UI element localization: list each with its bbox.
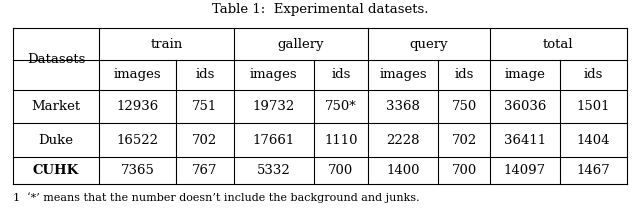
Text: 1400: 1400 — [387, 164, 420, 177]
Text: ids: ids — [195, 68, 214, 81]
Text: 1501: 1501 — [577, 100, 611, 113]
Text: 7365: 7365 — [121, 164, 154, 177]
Text: 750*: 750* — [325, 100, 356, 113]
Text: 2228: 2228 — [387, 134, 420, 147]
Text: Datasets: Datasets — [27, 53, 85, 66]
Text: 1467: 1467 — [577, 164, 611, 177]
Text: ids: ids — [454, 68, 474, 81]
Text: 14097: 14097 — [504, 164, 546, 177]
Text: images: images — [250, 68, 298, 81]
Text: 767: 767 — [192, 164, 218, 177]
Text: Table 1:  Experimental datasets.: Table 1: Experimental datasets. — [212, 3, 428, 16]
Text: total: total — [543, 38, 573, 51]
Text: ids: ids — [584, 68, 604, 81]
Text: 1404: 1404 — [577, 134, 611, 147]
Text: images: images — [114, 68, 161, 81]
Text: images: images — [380, 68, 427, 81]
Text: 751: 751 — [192, 100, 218, 113]
Text: 16522: 16522 — [116, 134, 159, 147]
Text: image: image — [504, 68, 545, 81]
Text: 700: 700 — [328, 164, 353, 177]
Text: gallery: gallery — [278, 38, 324, 51]
Text: query: query — [410, 38, 448, 51]
Text: 12936: 12936 — [116, 100, 159, 113]
Text: 36411: 36411 — [504, 134, 546, 147]
Text: 700: 700 — [451, 164, 477, 177]
Text: Duke: Duke — [38, 134, 74, 147]
Text: 19732: 19732 — [252, 100, 295, 113]
Text: 5332: 5332 — [257, 164, 291, 177]
Text: CUHK: CUHK — [33, 164, 79, 177]
Text: 36036: 36036 — [504, 100, 546, 113]
Text: 3368: 3368 — [387, 100, 420, 113]
Text: ids: ids — [331, 68, 351, 81]
Text: 702: 702 — [192, 134, 218, 147]
Text: 17661: 17661 — [252, 134, 295, 147]
Text: train: train — [150, 38, 182, 51]
Text: 1  ‘*’ means that the number doesn’t include the background and junks.: 1 ‘*’ means that the number doesn’t incl… — [13, 192, 419, 203]
Text: Market: Market — [31, 100, 81, 113]
Text: 702: 702 — [451, 134, 477, 147]
Text: 750: 750 — [451, 100, 477, 113]
Text: 1110: 1110 — [324, 134, 358, 147]
